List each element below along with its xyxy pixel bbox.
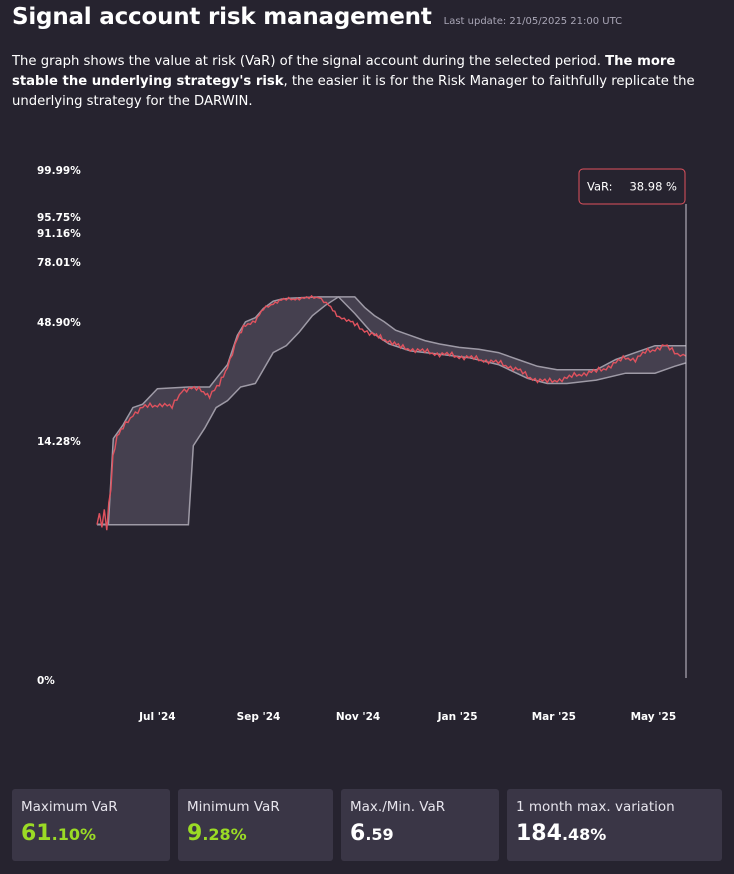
stat-label: Minimum VaR [187, 799, 280, 815]
y-tick-label: 14.28% [37, 436, 81, 448]
stat-label: Max./Min. VaR [350, 799, 446, 815]
y-tick-label: 48.90% [37, 317, 81, 329]
y-tick-label: 99.99% [37, 165, 81, 177]
stat-value: 9.28% [187, 821, 324, 846]
var-range-band [97, 296, 686, 525]
x-axis: Jul '24 Sep '24 Nov '24 Jan '25 Mar '25 May '… [138, 711, 676, 723]
stat-value-int: 9 [187, 821, 203, 846]
y-tick-label: 0% [37, 675, 55, 687]
stat-value-int: 184 [516, 821, 562, 846]
stat-value-dec: .59 [365, 825, 394, 844]
stat-card-min-var: Minimum VaR 9.28% [178, 789, 333, 861]
page-title: Signal account risk management [12, 4, 432, 30]
x-tick-label: Nov '24 [336, 711, 380, 723]
stat-value: 184.48% [516, 821, 713, 846]
x-tick-label: Mar '25 [532, 711, 576, 723]
y-tick-label: 78.01% [37, 257, 81, 269]
x-tick-label: May '25 [631, 711, 677, 723]
stat-card-max-var: Maximum VaR 61.10% [12, 789, 170, 861]
stat-card-month-variation: 1 month max. variation 184.48% [507, 789, 722, 861]
stat-value-int: 6 [350, 821, 366, 846]
stat-value-dec: .10% [51, 825, 96, 844]
stat-value-int: 61 [21, 821, 52, 846]
y-axis: 0% 14.28% 48.90% 78.01% 91.16% 95.75% 99.99% [37, 165, 81, 687]
stat-value-dec: .28% [202, 825, 247, 844]
description-part2: , the easier it is for the Risk Manager … [12, 74, 695, 109]
last-update-text: Last update: 21/05/2025 21:00 UTC [443, 16, 623, 27]
var-band-upper-line [97, 296, 686, 526]
stat-value-dec: .48% [561, 825, 607, 844]
stat-label: 1 month max. variation [516, 799, 675, 815]
var-band-lower-line [97, 295, 687, 526]
description-bold: The more stable the underlying strategy'… [12, 54, 676, 89]
x-tick-label: Jul '24 [138, 711, 175, 723]
header: Signal account risk management Last upda… [12, 4, 622, 30]
description-part1: The graph shows the value at risk (VaR) … [12, 54, 606, 69]
var-line [96, 294, 687, 531]
stat-label: Maximum VaR [21, 799, 118, 815]
y-tick-label: 95.75% [37, 212, 81, 224]
stat-value: 6.59 [350, 821, 490, 846]
x-tick-label: Jan '25 [437, 711, 478, 723]
tooltip-label: VaR: [587, 180, 613, 194]
x-tick-label: Sep '24 [237, 711, 281, 723]
var-chart[interactable]: 0% 14.28% 48.90% 78.01% 91.16% 95.75% 99.99% J… [0, 150, 734, 740]
chart-description: The graph shows the value at risk (VaR) … [12, 52, 712, 112]
stats-row: Maximum VaR 61.10% Minimum VaR 9.28% Max… [12, 789, 722, 861]
var-tooltip: VaR: 38.98 % [578, 168, 686, 205]
stat-card-max-min-ratio: Max./Min. VaR 6.59 [341, 789, 499, 861]
stat-value: 61.10% [21, 821, 161, 846]
tooltip-value: 38.98 % [629, 180, 677, 194]
y-tick-label: 91.16% [37, 228, 81, 240]
